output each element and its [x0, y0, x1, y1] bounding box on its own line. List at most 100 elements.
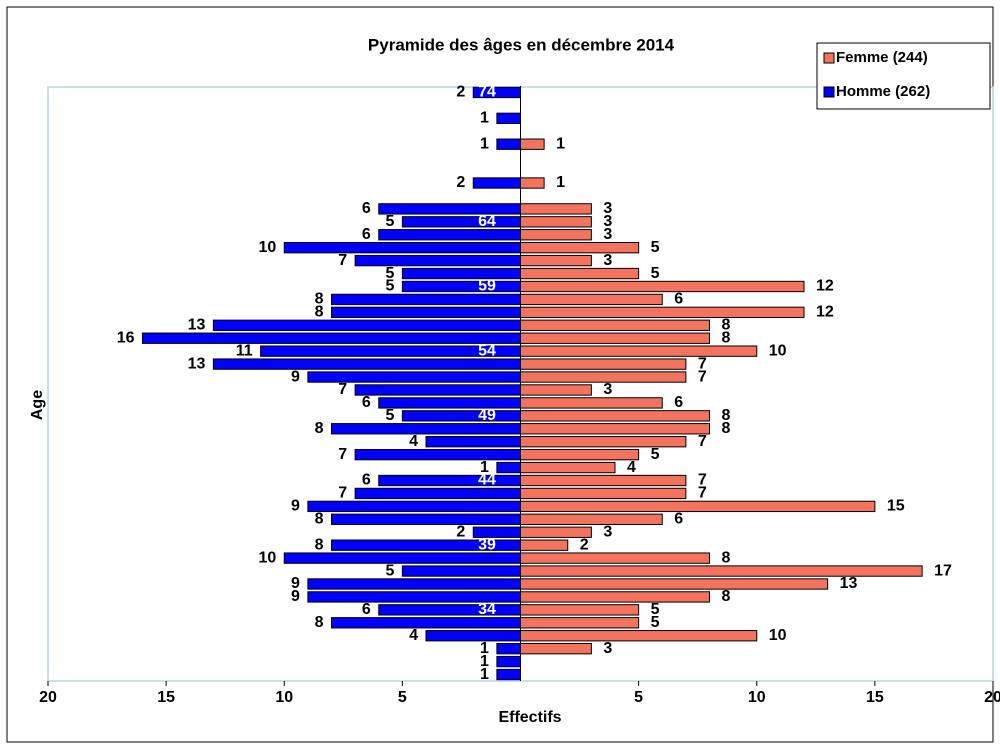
bar — [472, 177, 521, 189]
bar — [283, 552, 521, 564]
data-label: 5 — [651, 239, 660, 256]
data-label: 8 — [315, 511, 324, 528]
data-label: 4 — [409, 627, 418, 644]
bar — [520, 216, 592, 228]
data-label: 13 — [188, 317, 206, 334]
data-label: 8 — [315, 614, 324, 631]
bar — [520, 384, 592, 396]
bar — [520, 642, 592, 655]
bar — [520, 397, 663, 409]
data-label: 10 — [769, 342, 787, 359]
bar — [496, 461, 521, 474]
bar — [331, 513, 521, 525]
data-label: 13 — [188, 355, 206, 372]
bar — [307, 578, 521, 590]
bar — [520, 293, 663, 306]
x-tick-label: 20 — [984, 689, 1000, 706]
bar — [378, 604, 521, 616]
data-label: 2 — [456, 523, 465, 540]
bar — [520, 242, 640, 254]
bar — [378, 397, 521, 409]
y-tick-label: 39 — [478, 536, 496, 553]
bar — [520, 280, 805, 293]
bar — [520, 345, 758, 357]
bar — [520, 630, 758, 642]
data-label: 6 — [362, 394, 371, 411]
data-label: 9 — [291, 575, 300, 592]
bar — [520, 500, 876, 513]
bar — [354, 254, 521, 267]
bar — [520, 436, 687, 448]
data-label: 8 — [315, 291, 324, 308]
data-label: 5 — [385, 407, 394, 424]
data-label: 2 — [456, 174, 465, 191]
y-tick-label: 64 — [478, 213, 496, 230]
bar — [378, 203, 521, 215]
bar — [401, 267, 521, 280]
data-label: 8 — [722, 549, 731, 566]
data-label: 1 — [480, 135, 489, 152]
bar — [520, 565, 923, 577]
bar — [520, 591, 710, 603]
y-axis-label: Age — [29, 390, 46, 420]
bar — [520, 267, 640, 280]
data-label: 1 — [480, 640, 489, 657]
bar — [520, 423, 710, 435]
bar — [212, 319, 521, 331]
bar — [520, 358, 687, 370]
bar — [496, 112, 521, 125]
x-tick-label: 5 — [634, 689, 643, 706]
bar — [378, 474, 521, 487]
x-tick-label: 15 — [157, 689, 175, 706]
bar — [212, 358, 521, 370]
data-label: 2 — [456, 84, 465, 101]
data-label: 7 — [698, 433, 707, 450]
data-label: 1 — [556, 174, 565, 191]
bar — [331, 293, 521, 306]
data-label: 8 — [722, 317, 731, 334]
data-label: 7 — [698, 355, 707, 372]
data-label: 7 — [698, 368, 707, 385]
bar — [401, 216, 521, 228]
bar — [401, 410, 521, 422]
legend-swatch — [823, 52, 835, 64]
x-tick-label: 15 — [866, 689, 884, 706]
y-tick-label: 54 — [478, 342, 496, 359]
x-tick-label: 10 — [275, 689, 293, 706]
x-tick-label: 20 — [39, 689, 57, 706]
y-tick-label: 59 — [478, 278, 496, 295]
data-label: 10 — [258, 239, 276, 256]
bar — [520, 177, 545, 189]
data-label: 9 — [291, 498, 300, 515]
y-tick-label: 34 — [478, 601, 496, 618]
bar — [354, 448, 521, 461]
data-label: 7 — [338, 252, 347, 269]
data-label: 9 — [291, 588, 300, 605]
data-label: 5 — [385, 265, 394, 282]
data-label: 9 — [291, 368, 300, 385]
data-label: 1 — [480, 666, 489, 683]
legend-box — [816, 42, 991, 110]
chart-title: Pyramide des âges en décembre 2014 — [368, 35, 675, 54]
bar — [520, 306, 805, 319]
bar — [425, 630, 521, 642]
bar — [307, 500, 521, 513]
data-label: 3 — [603, 523, 612, 540]
data-label: 10 — [258, 549, 276, 566]
x-axis-label: Effectifs — [498, 709, 561, 726]
data-label: 7 — [698, 472, 707, 489]
data-label: 7 — [338, 446, 347, 463]
bar — [520, 332, 710, 344]
data-label: 6 — [362, 226, 371, 243]
data-label: 15 — [887, 498, 905, 515]
bar — [520, 410, 710, 422]
data-label: 6 — [362, 200, 371, 217]
bar — [520, 319, 710, 331]
x-tick-label: 5 — [398, 689, 407, 706]
bar — [520, 461, 616, 474]
bar — [331, 423, 521, 435]
data-label: 8 — [722, 407, 731, 424]
data-label: 5 — [385, 278, 394, 295]
data-label: 12 — [816, 304, 834, 321]
